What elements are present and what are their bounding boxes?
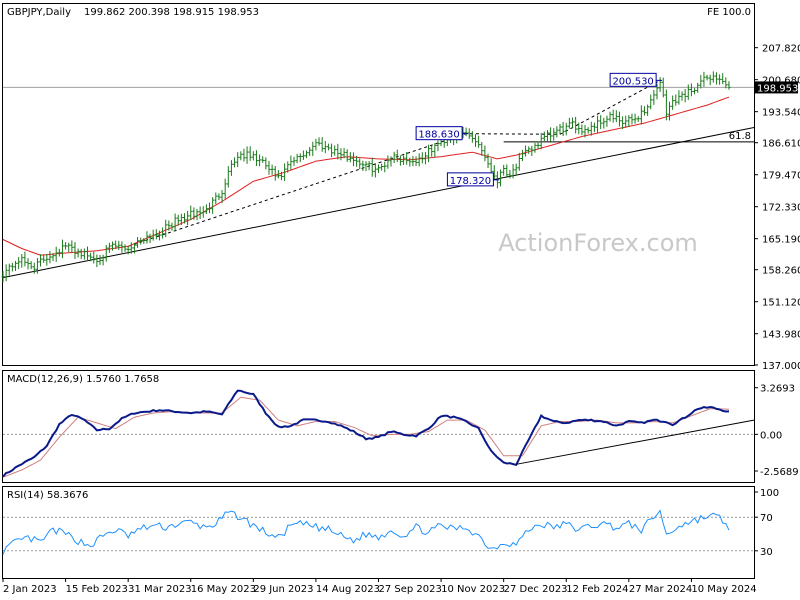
fe-label: FE 100.0 — [707, 7, 751, 18]
price-tick-label: 151.120 — [762, 298, 800, 309]
time-tick-label: 29 Jun 2023 — [253, 584, 313, 595]
macd-tick-label: 3.2693 — [760, 384, 795, 395]
time-tick-label: 31 Mar 2023 — [128, 584, 191, 595]
macd-title: MACD(12,26,9) 1.5760 1.7658 — [7, 374, 159, 385]
macd-axis: 3.2693 0.00 -2.5689 — [3, 384, 799, 478]
time-tick-label: 10 May 2024 — [691, 584, 756, 595]
price-tick-label: 207.820 — [762, 44, 800, 55]
price-annotation-label: 200.530 — [612, 76, 653, 87]
macd-main-line — [2, 389, 730, 478]
time-tick-label: 16 May 2023 — [191, 584, 256, 595]
price-annotations: 200.530 188.630 178.320 — [415, 72, 663, 187]
price-tick-label: 193.540 — [762, 108, 800, 119]
time-tick-label: 10 Nov 2023 — [441, 584, 505, 595]
rsi-tick-label: 70 — [760, 513, 773, 524]
fib-level-label: 61.8 — [729, 131, 751, 142]
ohlc-values: 199.862 200.398 198.915 198.953 — [84, 7, 259, 18]
time-tick-label: 27 Dec 2023 — [504, 584, 568, 595]
price-axis: 207.820 200.680 193.540 186.610 179.470 172.3… — [754, 44, 800, 372]
time-tick-label: 12 Feb 2024 — [566, 584, 628, 595]
rsi-panel-frame — [2, 486, 755, 579]
rsi-tick-label: 30 — [760, 547, 773, 558]
price-tick-label: 165.190 — [762, 235, 800, 246]
watermark: ActionForex.com — [498, 229, 698, 257]
time-tick-label: 2 Jan 2023 — [3, 584, 57, 595]
price-series: 61.8 — [1, 71, 755, 283]
projection-dashed-line — [128, 79, 661, 247]
price-annotation-label: 188.630 — [418, 130, 459, 141]
rsi-axis: 100 70 30 — [3, 488, 779, 558]
time-tick-label: 14 Aug 2023 — [316, 584, 380, 595]
price-tick-label: 137.000 — [762, 361, 800, 372]
rsi-series — [2, 509, 730, 555]
price-tick-label: 186.610 — [762, 139, 800, 150]
price-tick-label: 179.470 — [762, 171, 800, 182]
price-tick-label: 200.680 — [762, 76, 800, 87]
time-tick-label: 15 Feb 2023 — [66, 584, 128, 595]
macd-tick-label: 0.00 — [760, 430, 782, 441]
price-panel-frame — [2, 3, 755, 366]
macd-series — [2, 389, 755, 478]
chart-title: GBPJPY,Daily — [7, 7, 71, 18]
time-tick-label: 27 Sep 2023 — [379, 584, 442, 595]
rsi-line — [2, 509, 730, 555]
current-price-box — [754, 81, 798, 94]
price-annotation-label: 178.320 — [450, 176, 491, 187]
macd-tick-label: -2.5689 — [760, 467, 799, 478]
rsi-tick-label: 100 — [760, 488, 779, 499]
macd-panel-frame — [2, 370, 755, 483]
price-tick-label: 172.330 — [762, 203, 800, 214]
time-axis: 2 Jan 2023 15 Feb 2023 31 Mar 2023 16 May 2… — [2, 578, 757, 595]
price-grid: 198.953 — [3, 81, 798, 94]
rsi-title: RSI(14) 58.3676 — [7, 490, 88, 501]
price-tick-label: 158.260 — [762, 266, 800, 277]
price-tick-label: 143.980 — [762, 330, 800, 341]
macd-trendline — [516, 419, 755, 465]
current-price-label: 198.953 — [757, 83, 798, 94]
time-tick-label: 27 Mar 2024 — [629, 584, 692, 595]
